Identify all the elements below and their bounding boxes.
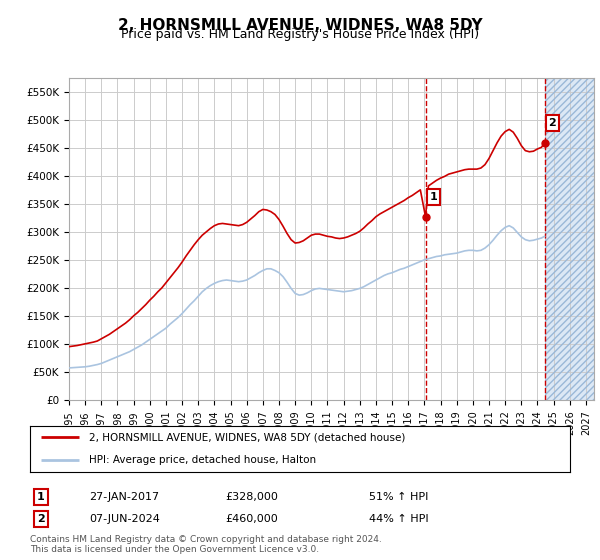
Text: £328,000: £328,000 (225, 492, 278, 502)
Text: HPI: Average price, detached house, Halton: HPI: Average price, detached house, Halt… (89, 455, 317, 465)
Text: 07-JUN-2024: 07-JUN-2024 (89, 514, 160, 524)
Text: £460,000: £460,000 (225, 514, 278, 524)
Text: 51% ↑ HPI: 51% ↑ HPI (369, 492, 428, 502)
Bar (545, 78, 594, 400)
Text: 2: 2 (37, 514, 44, 524)
Text: 2: 2 (548, 118, 556, 128)
Text: 44% ↑ HPI: 44% ↑ HPI (369, 514, 428, 524)
Text: Contains HM Land Registry data © Crown copyright and database right 2024.
This d: Contains HM Land Registry data © Crown c… (30, 535, 382, 554)
Text: 1: 1 (37, 492, 44, 502)
Text: 27-JAN-2017: 27-JAN-2017 (89, 492, 159, 502)
Text: 2, HORNSMILL AVENUE, WIDNES, WA8 5DY: 2, HORNSMILL AVENUE, WIDNES, WA8 5DY (118, 18, 482, 33)
Text: 1: 1 (430, 192, 437, 202)
Text: 2, HORNSMILL AVENUE, WIDNES, WA8 5DY (detached house): 2, HORNSMILL AVENUE, WIDNES, WA8 5DY (de… (89, 432, 406, 442)
Text: Price paid vs. HM Land Registry's House Price Index (HPI): Price paid vs. HM Land Registry's House … (121, 28, 479, 41)
Bar (545, 78, 594, 400)
